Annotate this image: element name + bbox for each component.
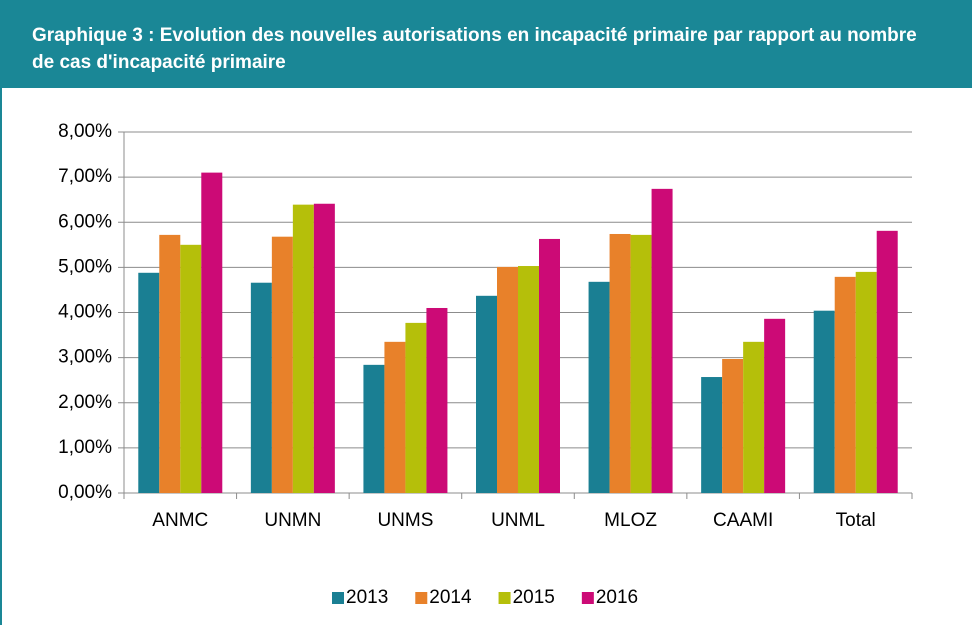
bar	[159, 234, 181, 493]
bar	[384, 341, 406, 493]
bar	[476, 295, 497, 493]
bar	[701, 377, 723, 493]
y-tick-label: 4,00%	[58, 302, 112, 323]
legend-label: 2015	[513, 587, 555, 608]
bar	[539, 238, 560, 493]
bar	[426, 307, 448, 493]
bar	[813, 310, 835, 493]
bar	[722, 358, 744, 493]
legend-label: 2013	[346, 587, 388, 608]
y-tick-label: 6,00%	[58, 211, 112, 232]
bar	[518, 266, 539, 493]
y-tick-label: 0,00%	[58, 482, 112, 503]
legend-label: 2014	[429, 587, 472, 608]
x-tick-label: UNML	[491, 510, 545, 531]
legend-swatch	[498, 592, 511, 604]
x-tick-label: CAAMI	[713, 510, 773, 531]
chart-title: Graphique 3 : Evolution des nouvelles au…	[2, 0, 972, 88]
bar	[609, 233, 631, 494]
y-tick-label: 5,00%	[58, 256, 112, 277]
bar	[651, 188, 673, 494]
bar	[764, 318, 786, 493]
legend-swatch	[581, 592, 594, 604]
bar	[834, 276, 856, 493]
bar	[138, 272, 160, 493]
legend-swatch	[415, 592, 428, 604]
bar	[855, 271, 877, 493]
bar	[405, 322, 427, 493]
legend-label: 2016	[596, 587, 638, 608]
y-tick-label: 8,00%	[58, 121, 112, 142]
y-tick-label: 7,00%	[58, 166, 112, 187]
bar	[292, 204, 314, 493]
bar	[313, 203, 335, 493]
bar	[250, 282, 272, 493]
bar	[588, 281, 610, 493]
bar	[201, 172, 223, 494]
bar	[180, 244, 202, 493]
x-tick-label: MLOZ	[604, 510, 657, 531]
bar	[743, 341, 765, 493]
x-tick-label: UNMN	[264, 510, 321, 531]
bar	[630, 234, 652, 493]
y-tick-label: 1,00%	[58, 437, 112, 458]
x-tick-label: UNMS	[377, 510, 433, 531]
bar	[363, 364, 385, 493]
legend-swatch	[332, 592, 344, 604]
bar	[876, 230, 898, 494]
bar	[271, 236, 293, 493]
y-tick-label: 2,00%	[58, 392, 112, 413]
bar	[497, 266, 518, 493]
x-tick-label: Total	[836, 510, 876, 531]
x-tick-label: ANMC	[152, 510, 208, 531]
y-tick-label: 3,00%	[58, 347, 112, 368]
